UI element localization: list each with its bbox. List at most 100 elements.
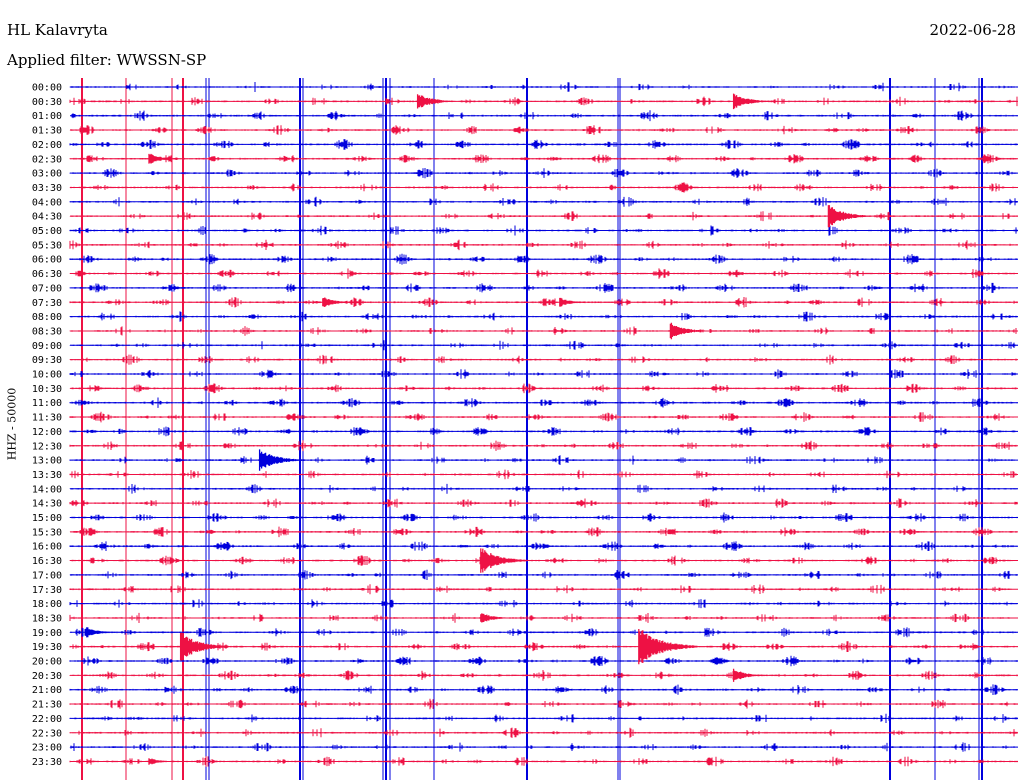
trace-noise [69,698,1018,710]
earthquake-event [732,93,770,110]
time-tick-label: 17:30 [32,585,62,596]
time-tick-label: 10:00 [32,370,62,381]
trace-noise [69,670,1018,681]
trace-noise [69,411,1018,423]
vertical-spike-lines [81,78,983,780]
earthquake-event [148,153,179,164]
time-tick-label: 11:00 [32,398,62,409]
trace-noise [69,297,1018,308]
time-tick-label: 16:30 [32,556,62,567]
trace-noise [69,96,1018,107]
earthquake-event [559,297,588,307]
trace-noise [69,282,1018,293]
trace-noise [69,397,1018,408]
time-tick-label: 20:30 [32,671,62,682]
time-tick-label: 00:00 [32,83,62,94]
time-tick-label: 02:30 [32,154,62,165]
trace-noise [69,512,1018,523]
time-tick-label: 08:30 [32,326,62,337]
time-tick-label: 08:00 [32,312,62,323]
earthquake-event [179,632,229,661]
trace-noise [69,125,1018,135]
earthquake-event [258,449,302,471]
trace-noise [69,612,1018,623]
date-label: 2022-06-28 [929,21,1016,39]
time-tick-label: 22:00 [32,714,62,725]
time-tick-label: 23:30 [32,757,62,768]
earthquake-event [480,548,527,573]
trace-noise [69,483,1018,494]
earthquake-event [827,205,871,228]
time-tick-label: 12:00 [32,427,62,438]
earthquake-event [638,629,697,665]
trace-noise [69,154,1018,164]
time-tick-label: 04:30 [32,212,62,223]
time-tick-label: 01:00 [32,111,62,122]
trace-noise [69,369,1018,379]
time-tick-label: 14:00 [32,484,62,495]
time-tick-label: 10:30 [32,384,62,395]
time-tick-label: 13:30 [32,470,62,481]
trace-noise [69,469,1018,480]
trace-noise [69,326,1018,336]
trace-noise [69,727,1018,738]
earthquake-event [732,668,766,682]
trace-noise [69,655,1018,667]
time-tick-label: 13:00 [32,456,62,467]
trace-noise [69,599,1018,609]
trace-noise [69,526,1018,538]
time-tick-label: 12:30 [32,441,62,452]
trace-noise [69,584,1018,595]
time-tick-label: 06:00 [32,255,62,266]
time-tick-label: 15:00 [32,513,62,524]
time-tick-label: 00:30 [32,97,62,108]
trace-noise [69,684,1018,695]
trace-noise [69,139,1018,150]
trace-noise [69,211,1018,222]
time-tick-label: 03:00 [32,169,62,180]
time-tick-label: 23:00 [32,743,62,754]
earthquake-event [416,94,454,109]
station-title: HL Kalavryta [7,21,108,39]
trace-noise [69,82,1018,92]
time-tick-label: 11:30 [32,413,62,424]
time-tick-label: 18:30 [32,613,62,624]
time-tick-label: 09:30 [32,355,62,366]
trace-rows [69,82,1018,767]
time-tick-label: 16:00 [32,542,62,553]
time-tick-label: 21:00 [32,685,62,696]
trace-noise [69,426,1018,437]
time-tick-label: 01:30 [32,126,62,137]
trace-noise [69,541,1018,551]
time-tick-label: 14:30 [32,499,62,510]
time-tick-label: 15:30 [32,527,62,538]
trace-noise [69,742,1018,752]
time-tick-label: 19:30 [32,642,62,653]
trace-noise [69,340,1018,351]
trace-noise [69,440,1018,452]
time-tick-label: 07:00 [32,283,62,294]
trace-noise [69,383,1018,394]
earthquake-event [480,613,511,623]
trace-noise [69,555,1018,566]
time-tick-label: 09:00 [32,341,62,352]
trace-noise [69,311,1018,322]
time-tick-label: 17:00 [32,570,62,581]
trace-noise [69,498,1018,508]
time-tick-label: 06:30 [32,269,62,280]
trace-noise [69,225,1018,236]
trace-noise [69,713,1018,723]
trace-noise [69,268,1018,279]
time-tick-labels: 00:00 00:30 01:00 01:30 02:00 02:30 03:00 03:30… [32,83,62,768]
time-tick-label: 03:30 [32,183,62,194]
trace-noise [69,641,1018,652]
trace-noise [69,168,1018,179]
time-tick-label: 21:30 [32,700,62,711]
trace-noise [69,253,1018,265]
filter-label: Applied filter: WWSSN-SP [7,51,207,69]
earthquake-event [148,758,175,765]
trace-noise [69,239,1018,251]
trace-noise [69,196,1018,207]
trace-noise [69,182,1018,193]
earthquake-event [85,627,116,638]
